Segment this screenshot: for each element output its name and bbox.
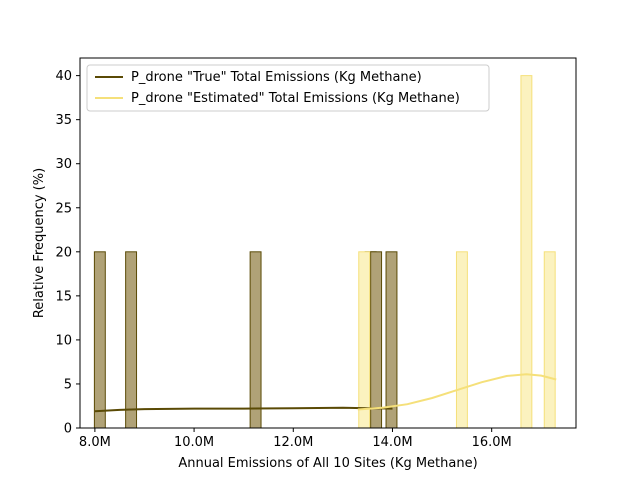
y-tick-label-4: 20: [55, 245, 72, 260]
histogram-bar-0-2: [249, 251, 262, 429]
y-tick-label-3: 15: [55, 289, 72, 304]
plot-frame: [79, 57, 577, 429]
kde-line-1: [357, 373, 557, 411]
histogram-bar-0-5: [385, 251, 398, 429]
histogram-bar-0-4: [370, 251, 383, 429]
legend-label-true: P_drone "True" Total Emissions (Kg Metha…: [131, 70, 422, 85]
x-tick-label-2: 12.0M: [273, 435, 313, 450]
histogram-bar-0-0: [93, 251, 106, 429]
y-tick-label-0: 0: [64, 422, 72, 437]
x-axis-ticks: 8.0M 10.0M 12.0M 14.0M 16.0M: [79, 428, 512, 450]
x-tick-label-0: 8.0M: [79, 435, 111, 450]
x-axis-label: Annual Emissions of All 10 Sites (Kg Met…: [178, 456, 477, 471]
y-tick-label-5: 25: [55, 201, 72, 216]
histogram-bar-1-3: [543, 251, 556, 429]
y-axis-ticks: 0 5 10 15 20 25 30 35 40: [55, 69, 80, 437]
y-axis-label: Relative Frequency (%): [32, 168, 47, 318]
legend-label-estimated: P_drone "Estimated" Total Emissions (Kg …: [131, 91, 460, 106]
histogram-bar-1-1: [455, 251, 468, 429]
y-tick-label-8: 40: [55, 69, 72, 84]
x-tick-label-1: 10.0M: [174, 435, 214, 450]
y-tick-label-1: 5: [64, 377, 72, 392]
y-tick-label-7: 35: [55, 113, 72, 128]
legend-box: [86, 64, 490, 112]
y-tick-label-6: 30: [55, 157, 72, 172]
kde-line-0: [94, 406, 393, 413]
x-tick-label-4: 16.0M: [472, 435, 512, 450]
histogram-bar-0-1: [125, 251, 138, 429]
histogram-bar-1-0: [358, 251, 371, 429]
y-tick-label-2: 10: [55, 333, 72, 348]
x-tick-label-3: 14.0M: [372, 435, 412, 450]
histogram-bars: [93, 75, 556, 429]
kde-curves: [94, 373, 557, 413]
legend: P_drone "True" Total Emissions (Kg Metha…: [86, 64, 490, 112]
